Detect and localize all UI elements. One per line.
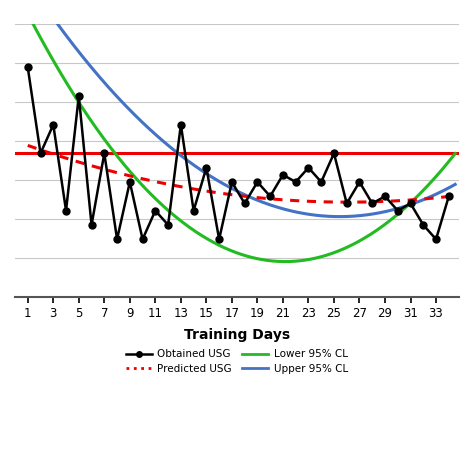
Legend: Obtained USG, Predicted USG, Lower 95% CL, Upper 95% CL: Obtained USG, Predicted USG, Lower 95% C…	[122, 345, 352, 378]
X-axis label: Training Days: Training Days	[184, 328, 290, 342]
